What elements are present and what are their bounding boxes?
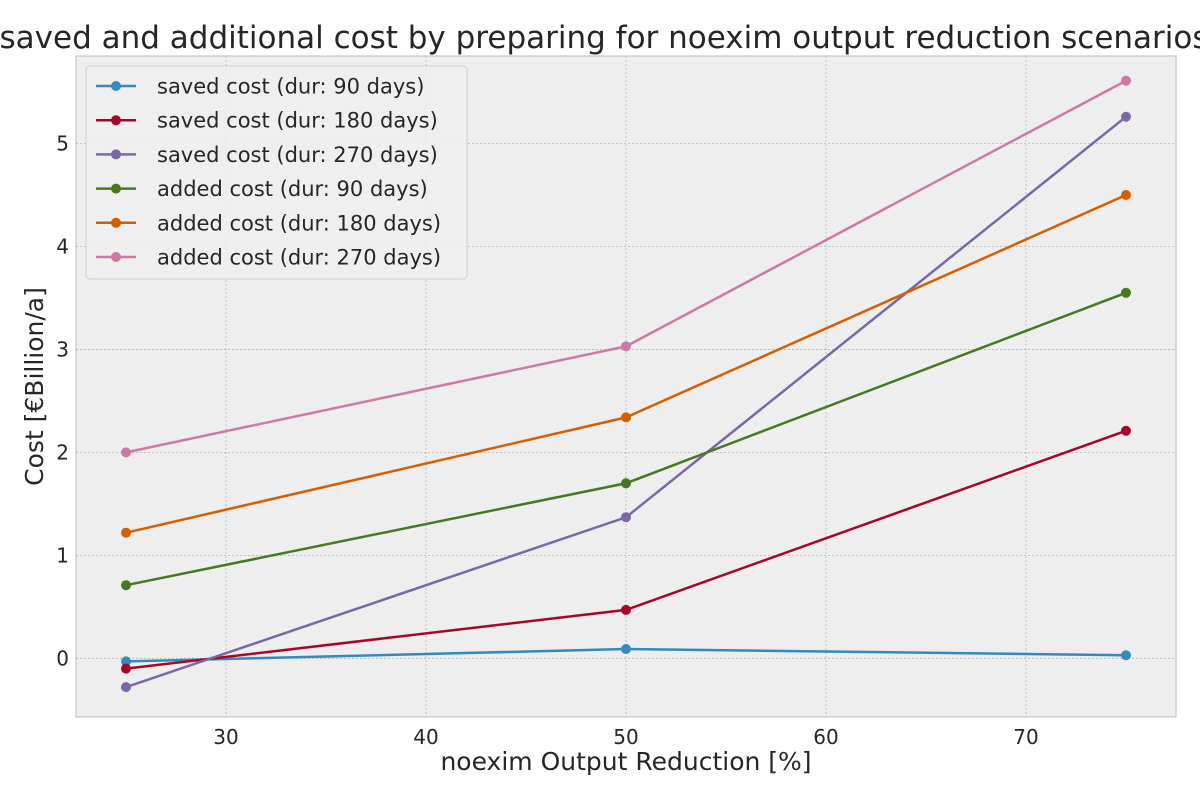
x-tick-label: 50: [613, 725, 638, 749]
data-point: [621, 412, 631, 423]
axis-ticks: 30 40 50 60 70 0 1 2 3 4 5: [56, 132, 1038, 749]
legend-label: added cost (dur: 90 days): [157, 177, 428, 201]
legend-label: saved cost (dur: 90 days): [157, 75, 424, 99]
legend-marker: [111, 252, 121, 262]
data-point: [621, 341, 631, 352]
legend-label: saved cost (dur: 180 days): [157, 109, 438, 133]
x-tick-label: 30: [213, 725, 238, 749]
data-point: [621, 604, 631, 615]
data-point: [1121, 425, 1131, 436]
legend-label: added cost (dur: 270 days): [157, 246, 441, 270]
data-point: [1121, 111, 1131, 122]
x-axis-label: noexim Output Reduction [%]: [440, 747, 811, 776]
data-point: [621, 644, 631, 655]
data-point: [1121, 75, 1131, 86]
y-tick-label: 5: [56, 132, 69, 156]
legend-marker: [111, 217, 121, 228]
data-point: [621, 512, 631, 523]
y-tick-label: 4: [56, 234, 69, 258]
data-point: [121, 682, 131, 693]
x-tick-label: 60: [813, 725, 838, 749]
legend-marker: [111, 183, 121, 194]
data-point: [121, 527, 131, 538]
y-tick-label: 0: [56, 646, 69, 670]
x-tick-label: 40: [413, 725, 438, 749]
data-point: [121, 656, 131, 667]
data-point: [121, 447, 131, 458]
data-point: [621, 478, 631, 489]
legend-marker: [111, 149, 121, 160]
data-point: [1121, 287, 1131, 298]
y-tick-label: 2: [56, 440, 69, 464]
data-point: [121, 580, 131, 591]
legend-label: saved cost (dur: 270 days): [157, 143, 438, 167]
legend-label: added cost (dur: 180 days): [157, 211, 441, 235]
series-group: [121, 75, 1131, 693]
chart-title: saved and additional cost by preparing f…: [0, 20, 1200, 56]
y-tick-label: 1: [56, 543, 69, 567]
x-tick-label: 70: [1013, 725, 1038, 749]
data-point: [1121, 650, 1131, 661]
data-point: [121, 663, 131, 674]
y-axis-label: Cost [€Billion/a]: [20, 287, 49, 486]
data-point: [1121, 189, 1131, 200]
legend-box: [85, 65, 468, 280]
legend-marker: [111, 81, 121, 91]
y-tick-label: 3: [56, 337, 69, 361]
legend-marker: [111, 115, 121, 126]
legend: saved cost (dur: 90 days) saved cost (dur…: [85, 65, 468, 280]
